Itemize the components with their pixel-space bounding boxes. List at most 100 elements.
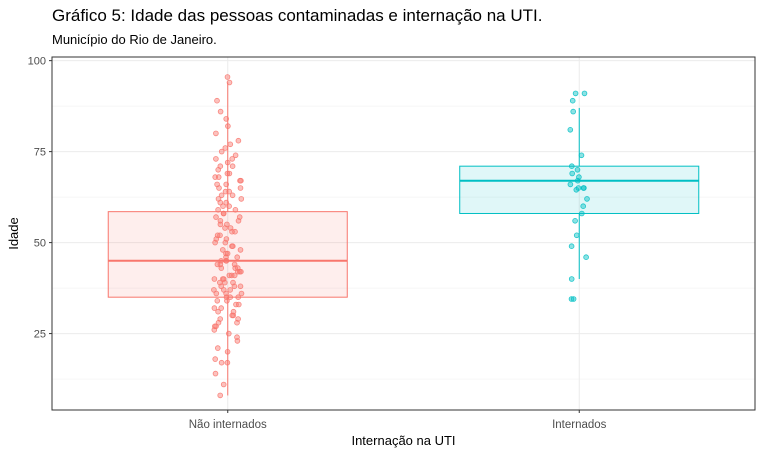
data-point xyxy=(213,130,219,137)
y-tick-label: 100 xyxy=(28,56,46,68)
data-point xyxy=(237,283,244,290)
data-point xyxy=(234,319,240,326)
data-point xyxy=(229,163,236,170)
data-point xyxy=(237,247,244,253)
data-point xyxy=(226,330,232,337)
data-point xyxy=(578,210,585,217)
data-point xyxy=(222,279,228,286)
data-point xyxy=(220,247,226,253)
data-point xyxy=(226,188,233,195)
data-point xyxy=(217,221,224,228)
data-point xyxy=(235,137,242,144)
data-point xyxy=(570,108,576,115)
box-iqr xyxy=(459,165,700,214)
data-point xyxy=(569,97,576,104)
data-point xyxy=(212,356,219,362)
data-points xyxy=(211,74,590,399)
data-point xyxy=(234,338,241,344)
y-tick-label: 75 xyxy=(34,147,46,159)
data-point xyxy=(218,265,225,271)
data-point xyxy=(232,207,239,213)
data-point xyxy=(567,181,574,188)
data-point xyxy=(218,192,225,199)
data-point xyxy=(215,207,221,213)
data-point xyxy=(568,276,575,282)
data-point xyxy=(229,228,235,235)
panel-border xyxy=(51,56,756,411)
box-iqr xyxy=(107,211,348,298)
data-point xyxy=(217,392,224,399)
data-point xyxy=(215,308,221,315)
y-tick-label: 25 xyxy=(34,329,46,341)
data-point xyxy=(225,123,231,129)
data-point xyxy=(226,79,233,86)
data-point xyxy=(223,199,230,206)
data-point xyxy=(222,225,228,231)
data-point xyxy=(222,145,229,151)
data-point xyxy=(224,297,230,304)
data-point xyxy=(222,239,229,246)
data-point xyxy=(214,97,220,104)
data-point xyxy=(218,359,225,366)
data-point xyxy=(229,243,235,250)
data-point xyxy=(213,156,219,162)
data-point xyxy=(235,218,242,224)
x-tick-label: Não internados xyxy=(189,419,267,431)
y-tick-label: 50 xyxy=(34,238,46,250)
data-point xyxy=(217,108,224,115)
data-point xyxy=(581,90,588,97)
y-axis-title: Idade xyxy=(6,217,21,250)
data-point xyxy=(223,181,230,188)
data-point xyxy=(573,187,580,193)
data-point xyxy=(238,177,244,184)
data-point xyxy=(236,268,243,275)
data-point xyxy=(227,287,234,293)
data-point xyxy=(212,239,218,246)
data-point xyxy=(224,359,231,366)
data-point xyxy=(229,156,236,162)
data-point xyxy=(234,254,241,261)
data-point xyxy=(238,196,245,202)
data-point xyxy=(220,203,226,210)
data-point xyxy=(215,167,222,173)
data-point xyxy=(226,272,233,279)
data-point xyxy=(235,294,242,301)
data-point xyxy=(229,312,236,319)
data-point xyxy=(231,283,238,290)
data-point xyxy=(224,159,231,166)
data-point xyxy=(224,348,231,355)
data-point xyxy=(227,294,234,301)
data-point xyxy=(572,218,578,224)
data-point xyxy=(583,254,589,261)
data-point xyxy=(578,152,585,159)
data-point xyxy=(572,90,579,97)
data-point xyxy=(224,170,231,177)
data-point xyxy=(580,185,587,191)
data-point xyxy=(214,261,221,268)
data-point xyxy=(584,196,590,202)
data-point xyxy=(220,381,227,388)
data-point xyxy=(235,268,241,275)
x-tick-label: Internados xyxy=(552,419,607,431)
data-point xyxy=(226,203,232,210)
data-point xyxy=(574,167,581,173)
data-point xyxy=(212,174,219,180)
data-point xyxy=(568,163,575,170)
data-point xyxy=(229,192,236,199)
data-point xyxy=(217,232,223,239)
y-axis: 25 50 75 100 xyxy=(28,56,52,341)
x-axis-title: Internação na UTI xyxy=(351,433,455,448)
data-point xyxy=(216,185,222,191)
data-point xyxy=(218,305,225,311)
data-point xyxy=(217,199,224,206)
data-point xyxy=(213,290,220,297)
data-point xyxy=(227,141,234,148)
data-point xyxy=(573,232,580,239)
chart-subtitle: Município do Rio de Janeiro. xyxy=(52,32,217,47)
data-point xyxy=(570,296,577,302)
data-point xyxy=(232,152,239,159)
data-point xyxy=(211,327,218,333)
data-point xyxy=(233,301,239,308)
